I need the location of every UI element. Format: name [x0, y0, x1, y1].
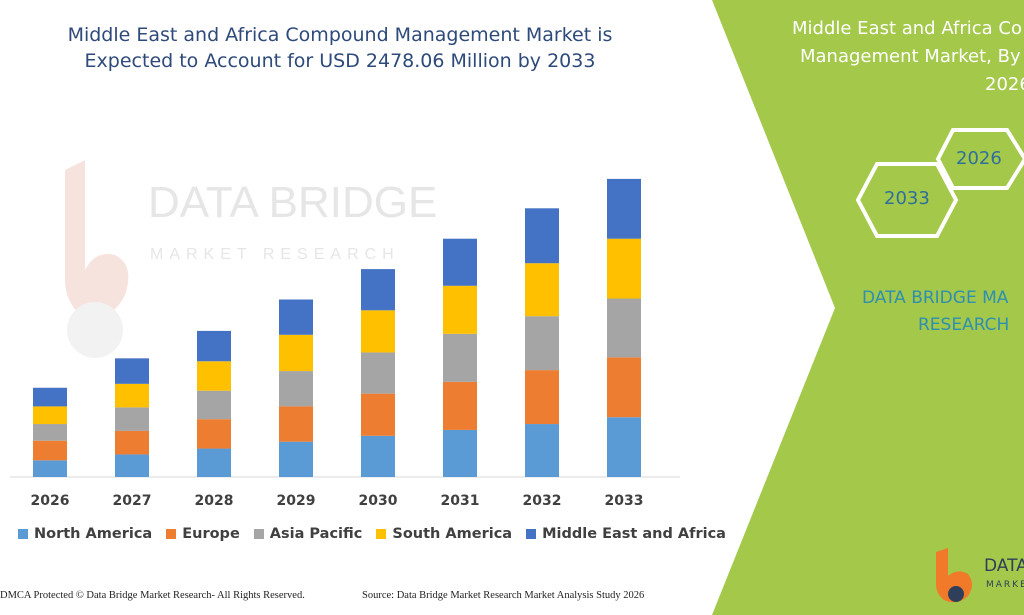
legend-swatch	[253, 529, 264, 539]
x-tick-label: 2030	[359, 493, 398, 509]
hexagon-2033-label: 2033	[884, 188, 930, 209]
x-tick-label: 2029	[277, 493, 316, 509]
bar-segment-2032	[525, 424, 559, 477]
copyright-footer: DMCA Protected © Data Bridge Market Rese…	[0, 590, 305, 601]
bar-segment-2031	[443, 333, 477, 382]
panel-title-line-2: Management Market, By	[800, 46, 1021, 67]
legend-item-south-america: South America	[376, 526, 512, 542]
bar-segment-2033	[607, 417, 641, 477]
legend-label: Europe	[182, 526, 240, 542]
bar-segment-2026	[33, 440, 67, 461]
source-footer: Source: Data Bridge Market Research Mark…	[362, 590, 645, 601]
x-tick-label: 2026	[31, 493, 70, 509]
legend-label: Asia Pacific	[269, 526, 363, 542]
x-tick-label: 2031	[441, 493, 480, 509]
chart-title-line-2: Expected to Account for USD 2478.06 Mill…	[84, 50, 596, 72]
x-tick-label: 2032	[523, 493, 562, 509]
bar-segment-2026	[33, 424, 67, 441]
bar-segment-2032	[525, 316, 559, 371]
bar-segment-2026	[33, 406, 67, 425]
company-logo-text: DATA	[984, 556, 1024, 576]
bar-segment-2027	[115, 454, 149, 477]
watermark-logo	[65, 160, 129, 358]
bar-segment-2027	[115, 430, 149, 455]
bar-segment-2029	[279, 371, 313, 407]
legend-item-asia-pacific: Asia Pacific	[253, 526, 363, 542]
bar-segment-2027	[115, 407, 149, 431]
legend-swatch	[376, 529, 387, 539]
x-tick-label: 2028	[195, 493, 234, 509]
bar-segment-2032	[525, 208, 559, 264]
bar-segment-2032	[525, 370, 559, 425]
bar-segment-2028	[197, 448, 231, 477]
hexagon-2033-icon	[855, 162, 959, 238]
bar-segment-2030	[361, 352, 395, 394]
legend-swatch	[526, 529, 537, 539]
bar-segment-2029	[279, 299, 313, 335]
legend-swatch	[166, 529, 177, 539]
panel-title-line-3: 2026	[985, 74, 1024, 95]
bar-segment-2033	[607, 298, 641, 358]
company-logo-icon	[936, 548, 972, 603]
bar-segment-2028	[197, 361, 231, 391]
x-tick-label: 2033	[605, 493, 644, 509]
bar-segment-2026	[33, 387, 67, 407]
x-tick-label: 2027	[113, 493, 152, 509]
bar-segment-2033	[607, 178, 641, 239]
bar-segment-2032	[525, 263, 559, 317]
bar-segment-2028	[197, 390, 231, 420]
bar-segment-2030	[361, 269, 395, 311]
legend-item-middle-east-africa: Middle East and Africa	[526, 526, 726, 542]
bar-segment-2033	[607, 357, 641, 418]
bar-segment-2029	[279, 334, 313, 372]
company-logo-subtext: MARKE	[986, 580, 1024, 590]
legend-label: Middle East and Africa	[542, 526, 726, 542]
bar-segment-2033	[607, 238, 641, 299]
bar-segment-2031	[443, 429, 477, 477]
bar-segment-2030	[361, 310, 395, 353]
legend-label: South America	[392, 526, 513, 542]
watermark-subtext: MARKET RESEARCH	[150, 246, 400, 263]
legend-swatch	[18, 529, 28, 539]
panel-title-line-1: Middle East and Africa Co	[792, 18, 1022, 39]
legend-label: North America	[34, 526, 153, 542]
panel-brand-line-1: DATA BRIDGE MA	[862, 288, 1009, 308]
bar-segment-2029	[279, 441, 313, 477]
watermark-text: DATA BRIDGE	[148, 178, 438, 227]
bar-segment-2030	[361, 393, 395, 436]
bar-segment-2030	[361, 435, 395, 477]
hexagon-2026-icon	[935, 128, 1024, 190]
bar-segment-2026	[33, 460, 67, 477]
legend-item-europe: Europe	[166, 526, 240, 542]
bar-segment-2028	[197, 330, 231, 362]
bar-segment-2027	[115, 358, 149, 384]
chart-title-line-1: Middle East and Africa Compound Manageme…	[67, 24, 613, 46]
chart-title: Middle East and Africa Compound Manageme…	[30, 22, 650, 74]
chart-legend: North America Europe Asia Pacific South …	[18, 526, 726, 542]
bar-segment-2029	[279, 406, 313, 442]
bar-segment-2028	[197, 419, 231, 449]
hexagon-2026-label: 2026	[956, 148, 1002, 169]
bar-segment-2031	[443, 238, 477, 286]
bar-segment-2027	[115, 383, 149, 408]
bar-segment-2031	[443, 285, 477, 334]
panel-brand-line-2: RESEARCH	[918, 315, 1010, 335]
bar-segment-2031	[443, 381, 477, 430]
legend-item-north-america: North America	[18, 526, 152, 542]
stacked-bar-chart: 2026 2027 2028 2029 2030 2031 2032 2033	[10, 178, 680, 509]
